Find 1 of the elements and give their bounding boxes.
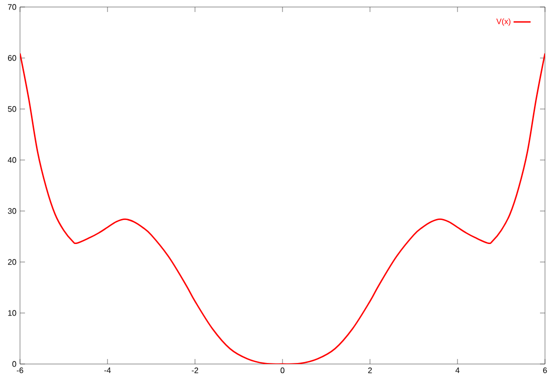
line-series — [20, 52, 545, 364]
